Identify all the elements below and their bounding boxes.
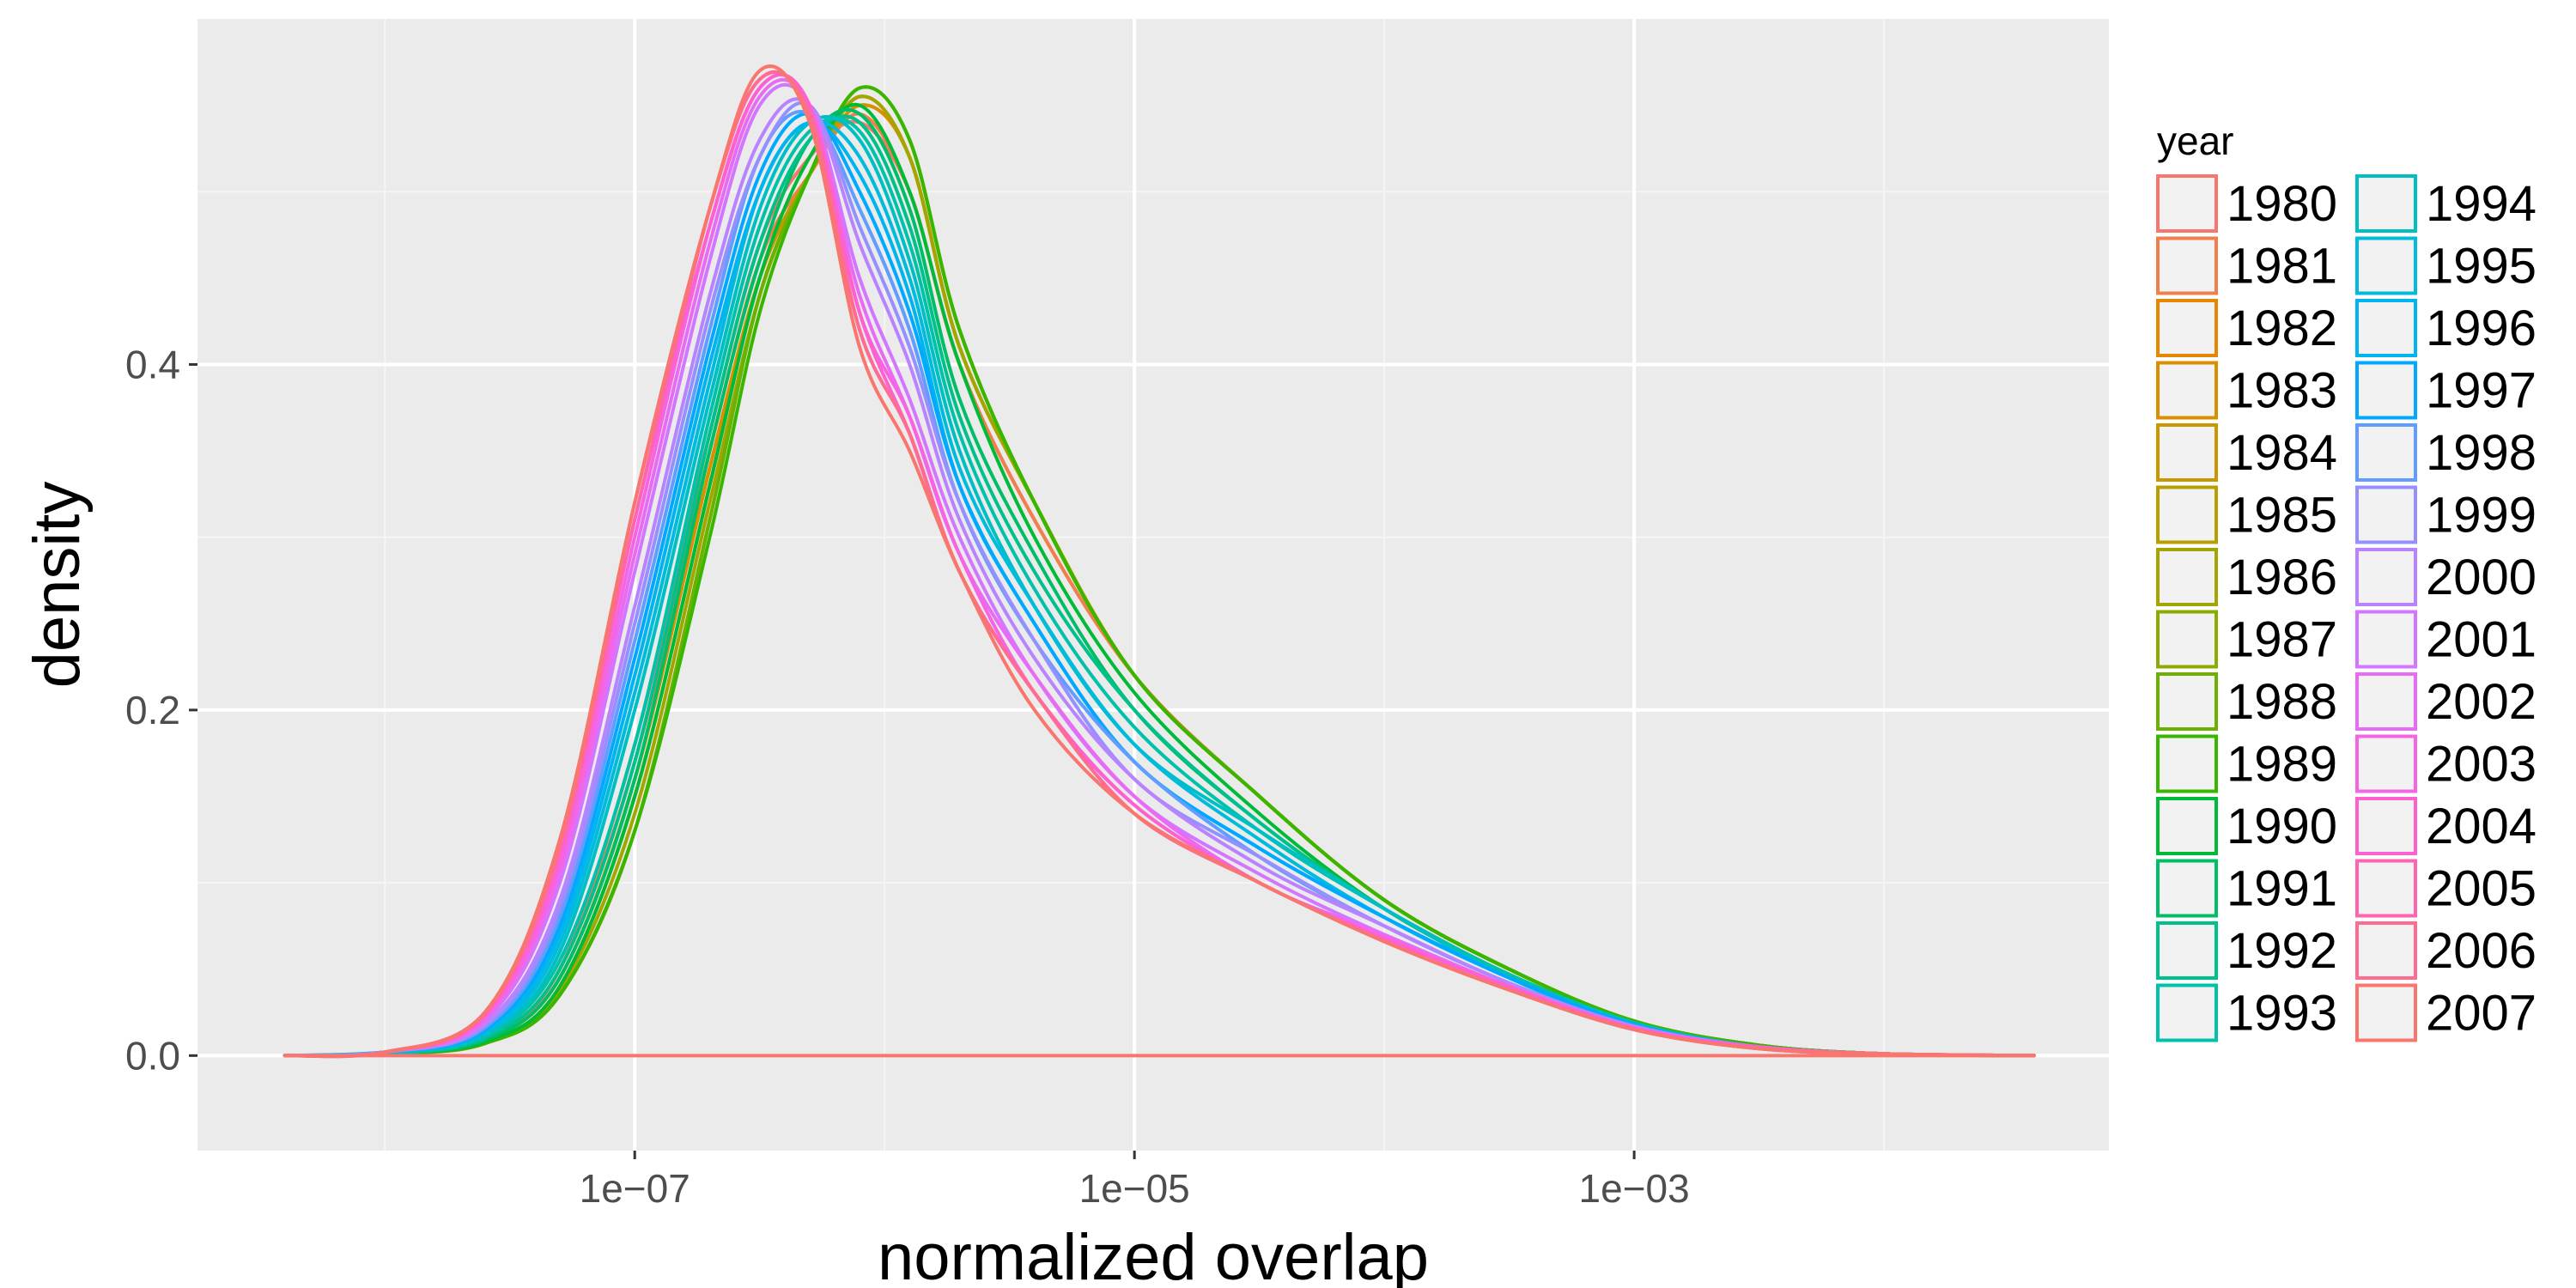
- legend-item-1994: 1994: [2357, 176, 2537, 232]
- legend-item-1992: 1992: [2158, 923, 2337, 979]
- legend-item-1981: 1981: [2158, 239, 2337, 295]
- legend-item-1988: 1988: [2158, 674, 2337, 730]
- x-tick-label: 1e−03: [1579, 1166, 1690, 1211]
- legend-key: [2357, 861, 2415, 916]
- legend-key: [2158, 861, 2216, 916]
- y-tick-label: 0.0: [125, 1033, 180, 1078]
- legend-key: [2357, 550, 2415, 605]
- legend-title: year: [2157, 118, 2233, 163]
- x-tick-label: 1e−07: [580, 1166, 690, 1211]
- legend-item-1990: 1990: [2158, 799, 2337, 854]
- legend-label: 2001: [2426, 612, 2537, 668]
- legend-item-1987: 1987: [2158, 612, 2337, 668]
- legend-label: 1988: [2227, 674, 2337, 730]
- legend-item-1989: 1989: [2158, 737, 2337, 793]
- legend-label: 1981: [2227, 239, 2337, 295]
- legend-key: [2357, 799, 2415, 854]
- legend-item-1982: 1982: [2158, 301, 2337, 356]
- legend-key: [2357, 674, 2415, 729]
- legend-label: 1984: [2227, 425, 2337, 481]
- legend-item-1996: 1996: [2357, 301, 2537, 356]
- legend-label: 1998: [2426, 425, 2537, 481]
- legend-label: 1993: [2227, 986, 2337, 1042]
- legend-item-1986: 1986: [2158, 550, 2337, 605]
- legend-item-1983: 1983: [2158, 363, 2337, 419]
- legend-key: [2158, 425, 2216, 480]
- legend-label: 1980: [2227, 176, 2337, 232]
- legend-item-1980: 1980: [2158, 176, 2337, 232]
- legend-key: [2357, 488, 2415, 543]
- legend-label: 1989: [2227, 737, 2337, 793]
- y-tick-label: 0.4: [125, 342, 180, 386]
- legend-key: [2158, 737, 2216, 792]
- legend-item-1997: 1997: [2357, 363, 2537, 419]
- legend-item-2003: 2003: [2357, 737, 2537, 793]
- legend-key: [2357, 986, 2415, 1041]
- legend-key: [2158, 301, 2216, 355]
- legend-item-2004: 2004: [2357, 799, 2537, 854]
- legend-item-2005: 2005: [2357, 861, 2537, 917]
- legend-label: 1990: [2227, 799, 2337, 854]
- legend-key: [2158, 488, 2216, 543]
- legend-key: [2158, 612, 2216, 667]
- legend-item-1993: 1993: [2158, 986, 2337, 1042]
- legend-item-2001: 2001: [2357, 612, 2537, 668]
- legend-label: 1994: [2426, 176, 2537, 232]
- legend-label: 1986: [2227, 550, 2337, 605]
- legend-key: [2357, 363, 2415, 418]
- x-axis-title: normalized overlap: [878, 1221, 1429, 1288]
- legend-key: [2158, 799, 2216, 854]
- legend-key: [2158, 923, 2216, 978]
- legend-label: 2006: [2426, 923, 2537, 979]
- y-tick-label: 0.2: [125, 688, 180, 732]
- legend-label: 1996: [2426, 301, 2537, 356]
- legend-label: 2000: [2426, 550, 2537, 605]
- legend-label: 1987: [2227, 612, 2337, 668]
- legend-key: [2158, 176, 2216, 231]
- legend-item-2000: 2000: [2357, 550, 2537, 605]
- legend-item-1984: 1984: [2158, 425, 2337, 481]
- legend-key: [2357, 612, 2415, 667]
- legend-label: 2007: [2426, 986, 2537, 1042]
- legend-item-2002: 2002: [2357, 674, 2537, 730]
- legend-label: 2005: [2426, 861, 2537, 917]
- legend-key: [2158, 674, 2216, 729]
- legend-label: 1983: [2227, 363, 2337, 419]
- y-axis-title: density: [21, 482, 94, 689]
- legend-item-1991: 1991: [2158, 861, 2337, 917]
- legend-key: [2158, 986, 2216, 1041]
- legend-key: [2357, 239, 2415, 294]
- legend-item-2006: 2006: [2357, 923, 2537, 979]
- legend-key: [2357, 425, 2415, 480]
- legend-item-1995: 1995: [2357, 239, 2537, 295]
- plot-panel: [197, 19, 2109, 1151]
- legend-item-1985: 1985: [2158, 488, 2337, 544]
- legend-label: 2002: [2426, 674, 2537, 730]
- legend-item-1999: 1999: [2357, 488, 2537, 544]
- legend-label: 1985: [2227, 488, 2337, 544]
- legend-item-2007: 2007: [2357, 986, 2537, 1042]
- legend-key: [2158, 239, 2216, 294]
- legend-label: 1982: [2227, 301, 2337, 356]
- legend-label: 1999: [2426, 488, 2537, 544]
- legend-key: [2357, 923, 2415, 978]
- legend-label: 1997: [2426, 363, 2537, 419]
- legend-key: [2158, 550, 2216, 605]
- legend-key: [2357, 301, 2415, 355]
- legend-label: 2004: [2426, 799, 2537, 854]
- legend-key: [2158, 363, 2216, 418]
- legend-label: 1992: [2227, 923, 2337, 979]
- legend-key: [2357, 176, 2415, 231]
- legend-label: 1995: [2426, 239, 2537, 295]
- legend-key: [2357, 737, 2415, 792]
- legend-label: 2003: [2426, 737, 2537, 793]
- legend-label: 1991: [2227, 861, 2337, 917]
- legend-item-1998: 1998: [2357, 425, 2537, 481]
- x-tick-label: 1e−05: [1079, 1166, 1190, 1211]
